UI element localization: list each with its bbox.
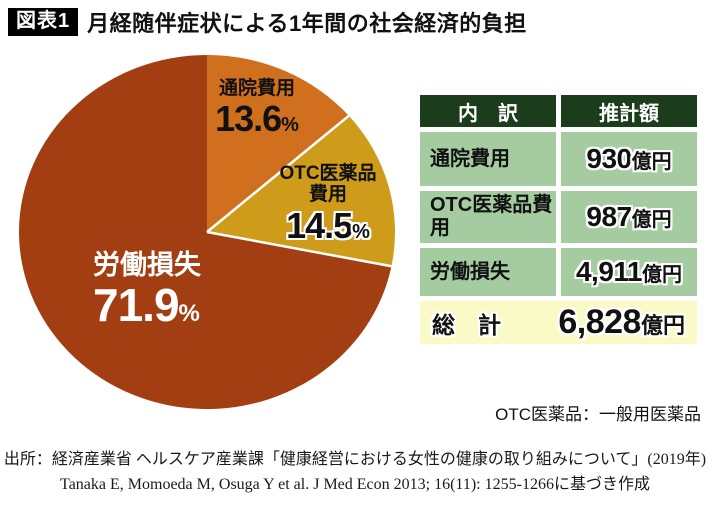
- pie-label-rodo: 労働損失 71.9%: [93, 250, 201, 332]
- pie-slice-pct: 13.6: [215, 98, 282, 140]
- estimate-table: 内 訳 推計額 通院費用 930 億円 OTC医薬品費用 987 億円 労働損失 4…: [420, 95, 697, 344]
- pie-slice-1: [207, 115, 396, 267]
- pie-slice-label: 労働損失: [93, 250, 201, 280]
- table-row-label: 労働損失: [420, 248, 556, 296]
- percent-sign: %: [281, 114, 299, 137]
- title-bar: 図表1 月経随伴症状による1年間の社会経済的負担: [8, 6, 527, 38]
- total-value: 6,828億円: [558, 303, 685, 342]
- amount-number: 930: [586, 143, 632, 174]
- pie-label-tsuuin: 通院費用 13.6%: [198, 78, 316, 140]
- otc-definition-note: OTC医薬品：一般用医薬品: [495, 405, 701, 424]
- percent-sign: %: [352, 220, 370, 243]
- amount-unit: 億円: [631, 150, 672, 173]
- table-row-value: 4,911 億円: [561, 248, 697, 296]
- total-number: 6,828: [558, 303, 641, 341]
- pie-slice-divider: [206, 114, 350, 233]
- page-title: 月経随伴症状による1年間の社会経済的負担: [87, 11, 527, 36]
- source-line-2: Tanaka E, Momoeda M, Osuga Y et al. J Me…: [60, 476, 650, 493]
- figure-number-badge: 図表1: [8, 8, 79, 36]
- table-row-label: 通院費用: [420, 132, 556, 186]
- amount-unit: 億円: [631, 208, 672, 231]
- amount-number: 987: [586, 201, 632, 232]
- table-row-value: 930 億円: [561, 132, 697, 186]
- table-header-uchiwake: 内 訳: [420, 95, 556, 127]
- pie-slice-pct: 14.5: [286, 204, 353, 246]
- table-total-row: 総 計 6,828億円: [420, 301, 697, 344]
- total-unit: 億円: [640, 313, 685, 338]
- table-row-label: OTC医薬品費用: [420, 191, 556, 243]
- pie-label-otc: OTC医薬品 費用 14.5%: [268, 163, 388, 246]
- pie-slice-2: [19, 55, 392, 409]
- amount-number: 4,911: [575, 256, 643, 287]
- pie-chart: [19, 55, 396, 409]
- pie-slice-label: OTC医薬品: [279, 163, 377, 184]
- pie-slice-0: [207, 55, 349, 232]
- pie-slice-label-line2: 費用: [308, 184, 347, 206]
- percent-sign: %: [178, 300, 200, 328]
- table-header-suikeigaku: 推計額: [561, 95, 697, 127]
- total-label: 総 計: [432, 311, 501, 338]
- pie-slice-divider: [206, 230, 392, 268]
- amount-unit: 億円: [642, 263, 683, 286]
- pie-slice-label: 通院費用: [218, 78, 295, 99]
- source-line-1: 出所：経済産業省 ヘルスケア産業課「健康経営における女性の健康の取り組みについて…: [3, 451, 707, 468]
- pie-slice-pct: 71.9: [93, 279, 180, 332]
- source-citation: 出所：経済産業省 ヘルスケア産業課「健康経営における女性の健康の取り組みについて…: [0, 447, 710, 497]
- table-row-value: 987 億円: [561, 191, 697, 243]
